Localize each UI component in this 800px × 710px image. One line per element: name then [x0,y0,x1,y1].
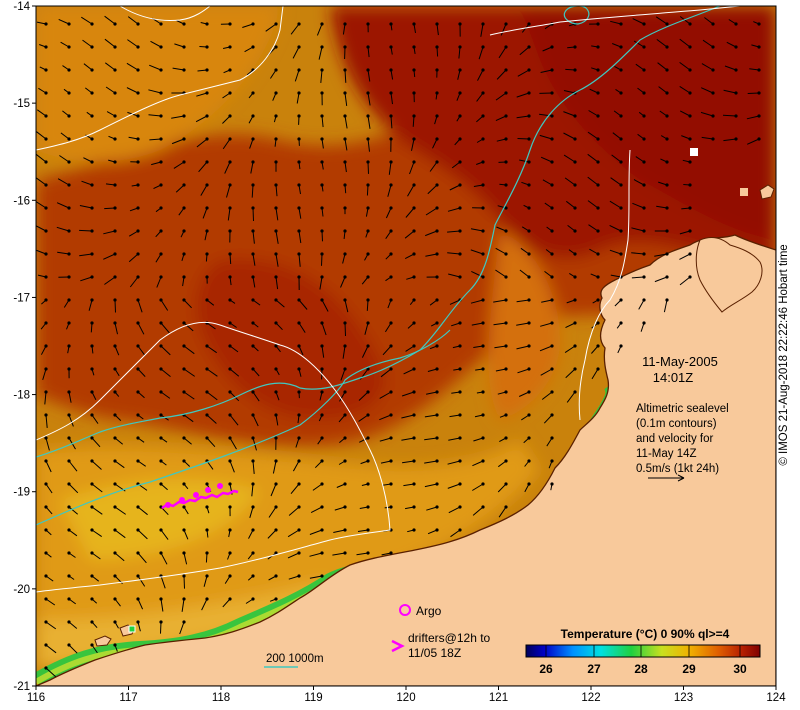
colorbar-ticks: 26 27 28 29 30 [539,645,747,676]
x-tick-label: 122 [581,692,600,704]
sst-field [36,6,776,686]
altimetry-line-1: Altimetric sealevel [636,403,729,415]
argo-legend: Argo [399,604,442,618]
x-tick-label: 123 [674,692,693,704]
drifters-label-line2: 11/05 18Z [408,646,461,660]
y-axis: -14 -15 -16 -17 -18 -19 -20 -21 [13,1,36,693]
y-tick-label: -18 [13,390,30,402]
argo-icon [399,604,411,616]
colorbar-tick-label: 27 [587,662,601,676]
argo-label: Argo [416,604,442,618]
x-tick-label: 124 [766,692,786,704]
drifter-chevron-icon [391,639,405,653]
x-axis: 116 117 118 119 120 121 122 123 124 [27,686,786,704]
drifter-track [161,483,239,510]
bathymetry-200m-contour [36,6,721,458]
drifters-legend: drifters@12h to 11/05 18Z [391,631,491,660]
map-date: 11-May-2005 [642,354,718,369]
x-tick-label: 118 [212,692,230,704]
y-tick-label: -17 [13,292,30,304]
y-tick-label: -20 [13,584,30,596]
altimetry-line-3: and velocity for [636,433,714,445]
colorbar-title: Temperature (°C) 0 90% ql>=4 [561,627,730,641]
drifters-label-line1: drifters@12h to [408,631,491,645]
bathymetry-legend: 200 1000m [264,653,324,668]
credit-line: © IMOS 21-Aug-2018 22:22:46 Hobart time [778,244,790,466]
x-tick-label: 119 [304,692,322,704]
y-tick-label: -21 [13,681,30,693]
colorbar-tick-label: 26 [539,662,553,676]
velocity-scale-arrow [648,474,685,482]
colorbar-tick-label: 28 [634,662,648,676]
bathymetry-1000m-contour [36,321,391,593]
altimetry-line-5: 0.5m/s (1kt 24h) [636,463,719,475]
altimetry-note: Altimetric sealevel (0.1m contours) and … [636,403,729,475]
y-tick-label: -14 [13,1,30,13]
altimetry-line-4: 11-May 14Z [636,448,697,460]
y-tick-label: -19 [13,487,30,499]
y-tick-label: -16 [13,195,30,207]
colorbar-tick-label: 30 [733,662,747,676]
x-tick-label: 121 [489,692,508,704]
land-area [36,234,776,686]
bathymetry-label: 200 1000m [266,653,324,665]
velocity-arrows [36,15,761,678]
colorbar-tick-label: 29 [682,662,696,676]
y-tick-label: -15 [13,98,30,110]
x-tick-label: 116 [27,692,45,704]
map-time: 14:01Z [653,370,694,385]
colorbar: Temperature (°C) 0 90% ql>=4 26 27 28 29 30 [525,627,761,676]
x-tick-label: 120 [396,692,415,704]
altimetry-line-2: (0.1m contours) [636,418,717,430]
x-tick-label: 117 [119,692,137,704]
